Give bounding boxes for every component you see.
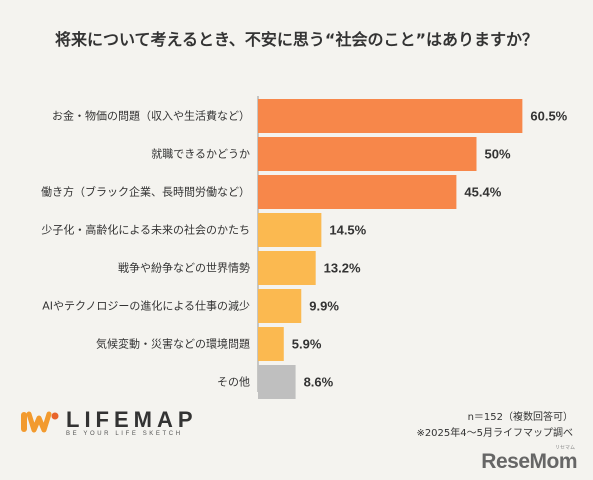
category-label: お金・物価の問題（収入や生活費など） — [52, 109, 250, 123]
bar — [258, 137, 477, 171]
bar — [258, 175, 457, 209]
lifemap-logo-mark-icon — [21, 411, 59, 433]
bar — [258, 289, 302, 323]
watermark-ruby: リセマム — [554, 445, 575, 451]
value-label: 60.5% — [530, 109, 567, 124]
logo-name: LIFEMAP — [66, 407, 198, 432]
value-label: 13.2% — [324, 261, 361, 276]
bar — [258, 327, 284, 361]
value-label: 5.9% — [292, 337, 322, 352]
bar — [258, 213, 322, 247]
value-label: 45.4% — [464, 185, 501, 200]
bar — [258, 251, 316, 285]
sample-size-note: n＝152（複数回答可） — [467, 412, 573, 423]
value-label: 8.6% — [304, 375, 334, 390]
category-label: 戦争や紛争などの世界情勢 — [118, 261, 250, 275]
logo-tagline: BE YOUR LIFE SKETCH — [66, 431, 183, 437]
bars-layer: お金・物価の問題（収入や生活費など） 60.5% 就職できるかどうか 50% 働き方（ブ… — [41, 99, 568, 399]
chart-title: 将来について考えるとき、不安に思う“社会のこと”はありますか？ — [55, 30, 538, 49]
category-label: 働き方（ブラック企業、長時間労働など） — [41, 185, 250, 199]
value-label: 50% — [485, 147, 511, 162]
category-label: 就職できるかどうか — [151, 147, 250, 161]
value-label: 9.9% — [309, 299, 339, 314]
bar-chart: お金・物価の問題（収入や生活費など） 60.5% 就職できるかどうか 50% 働き方（ブ… — [41, 96, 568, 399]
category-label: 少子化・高齢化による未来の社会のかたち — [41, 223, 250, 237]
bar — [258, 365, 296, 399]
source-note: ※2025年4～5月ライフマップ調べ — [416, 428, 573, 439]
category-label: 気候変動・災害などの環境問題 — [96, 337, 250, 351]
category-label: その他 — [217, 376, 250, 389]
resemom-watermark: ReseMom — [481, 450, 577, 473]
category-label: AIやテクノロジーの進化による仕事の減少 — [42, 299, 250, 313]
bar — [258, 99, 523, 133]
value-label: 14.5% — [329, 223, 366, 238]
